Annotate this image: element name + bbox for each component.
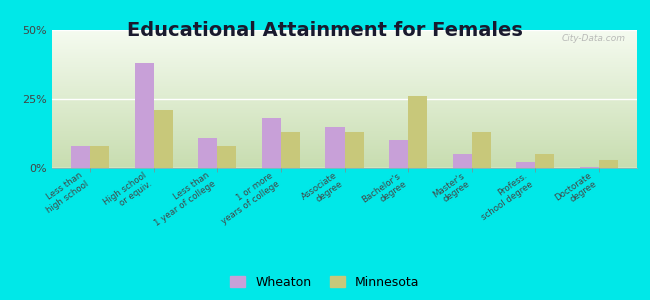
- Bar: [535, 154, 554, 168]
- Bar: [599, 160, 618, 168]
- Bar: [154, 110, 173, 168]
- Bar: [135, 63, 154, 168]
- Bar: [389, 140, 408, 168]
- Bar: [262, 118, 281, 168]
- Bar: [516, 163, 535, 168]
- Text: Less than
high school: Less than high school: [39, 171, 90, 215]
- Bar: [71, 146, 90, 168]
- Bar: [326, 127, 344, 168]
- Text: High school
or equiv.: High school or equiv.: [101, 171, 154, 216]
- Text: Doctorate
degree: Doctorate degree: [552, 171, 599, 211]
- Bar: [198, 138, 217, 168]
- Bar: [344, 132, 363, 168]
- Text: City-Data.com: City-Data.com: [562, 34, 625, 43]
- Bar: [281, 132, 300, 168]
- Text: 1 or more
years of college: 1 or more years of college: [214, 171, 281, 226]
- Text: Bachelor's
degree: Bachelor's degree: [360, 171, 408, 213]
- Bar: [580, 167, 599, 168]
- Bar: [472, 132, 491, 168]
- Bar: [408, 96, 427, 168]
- Text: Educational Attainment for Females: Educational Attainment for Females: [127, 21, 523, 40]
- Bar: [217, 146, 237, 168]
- Text: Less than
1 year of college: Less than 1 year of college: [147, 171, 217, 228]
- Bar: [90, 146, 109, 168]
- Legend: Wheaton, Minnesota: Wheaton, Minnesota: [226, 271, 424, 294]
- Text: Associate
degree: Associate degree: [300, 171, 345, 211]
- Text: Master's
degree: Master's degree: [431, 171, 472, 208]
- Text: Profess.
school degree: Profess. school degree: [474, 171, 535, 222]
- Bar: [452, 154, 472, 168]
